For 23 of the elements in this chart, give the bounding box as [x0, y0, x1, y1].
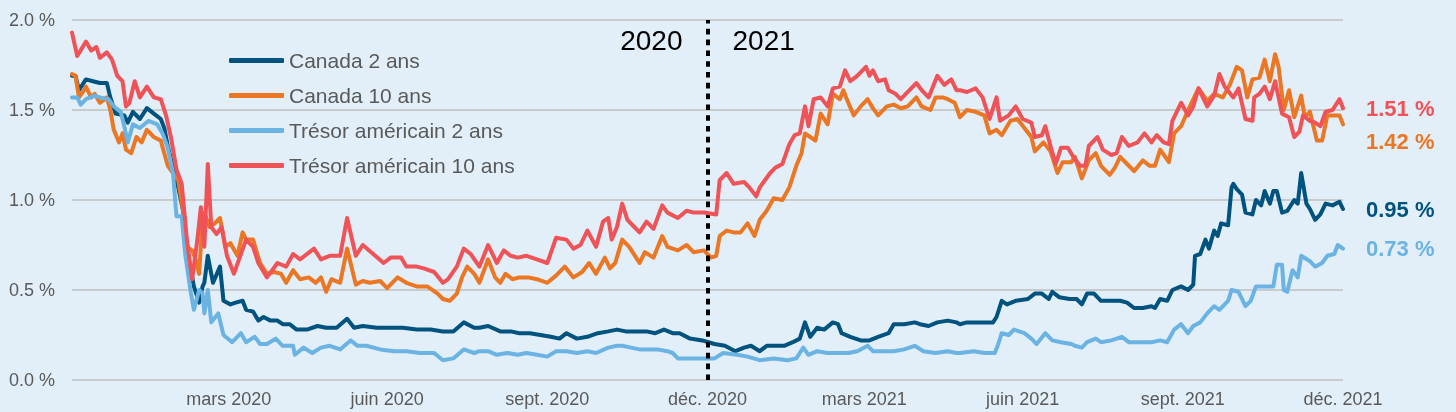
- x-tick-label: juin 2020: [349, 389, 424, 409]
- x-tick-label: mars 2020: [186, 389, 272, 409]
- y-tick-label: 0.5 %: [8, 280, 55, 300]
- data-label: 0.73 %: [1366, 236, 1435, 262]
- legend-label: Trésor américain 10 ans: [289, 154, 515, 177]
- x-tick-label: déc. 2021: [1303, 389, 1383, 409]
- x-tick-label: mars 2021: [821, 389, 907, 409]
- legend-label: Canada 2 ans: [289, 49, 420, 72]
- data-label: 1.42 %: [1366, 128, 1435, 154]
- x-tick-label: sept. 2020: [505, 389, 590, 409]
- legend-label: Trésor américain 2 ans: [289, 119, 503, 142]
- x-tick-label: sept. 2021: [1140, 389, 1225, 409]
- x-tick-label: déc. 2020: [667, 389, 748, 409]
- data-label: 0.95 %: [1366, 196, 1435, 222]
- annotation: 2020: [620, 24, 683, 56]
- y-tick-label: 2.0 %: [8, 10, 55, 30]
- y-tick-label: 1.0 %: [8, 190, 55, 210]
- data-label: 1.51 %: [1366, 95, 1435, 121]
- y-tick-label: 1.5 %: [8, 100, 55, 120]
- legend-label: Canada 10 ans: [289, 84, 432, 107]
- x-tick-label: juin 2021: [985, 389, 1060, 409]
- annotation: 2021: [732, 24, 795, 56]
- y-tick-label: 0.0 %: [8, 370, 55, 390]
